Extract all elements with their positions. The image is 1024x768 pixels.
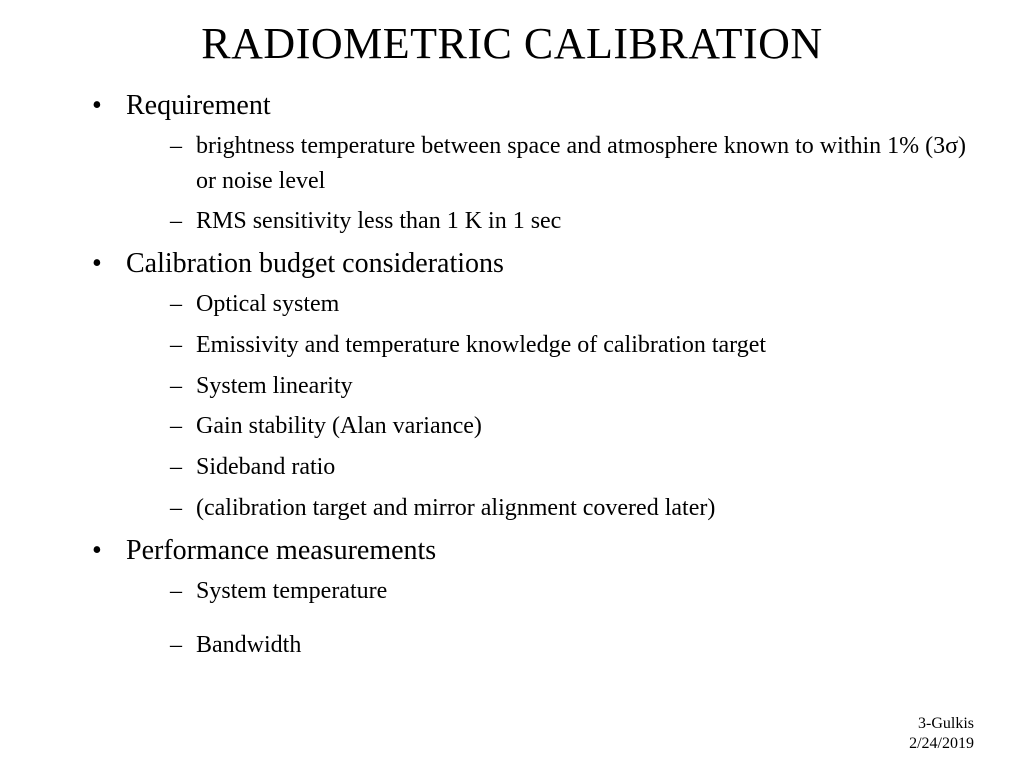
sub-item: Bandwidth [170, 628, 974, 663]
sub-item: Emissivity and temperature knowledge of … [170, 328, 974, 363]
bullet-label: Requirement [126, 90, 271, 121]
footer-author: 3-Gulkis [909, 714, 974, 734]
sub-item: System linearity [170, 369, 974, 404]
bullet-performance: Performance measurements System temperat… [92, 532, 974, 663]
sub-item: Optical system [170, 287, 974, 322]
bullet-list: Requirement brightness temperature betwe… [50, 87, 974, 663]
sub-item: brightness temperature between space and… [170, 129, 974, 199]
bullet-label: Performance measurements [126, 535, 436, 566]
slide-footer: 3-Gulkis 2/24/2019 [909, 714, 974, 754]
slide-title: RADIOMETRIC CALIBRATION [50, 18, 974, 69]
sub-list-requirement: brightness temperature between space and… [126, 129, 974, 239]
sub-item: Sideband ratio [170, 450, 974, 485]
sub-item: RMS sensitivity less than 1 K in 1 sec [170, 204, 974, 239]
bullet-label: Calibration budget considerations [126, 248, 504, 279]
slide: RADIOMETRIC CALIBRATION Requirement brig… [0, 0, 1024, 768]
sub-item: (calibration target and mirror alignment… [170, 491, 974, 526]
sub-item: System temperature [170, 574, 974, 609]
spacer [170, 614, 974, 628]
bullet-calibration-budget: Calibration budget considerations Optica… [92, 245, 974, 526]
sub-list-calibration: Optical system Emissivity and temperatur… [126, 287, 974, 526]
sub-item: Gain stability (Alan variance) [170, 409, 974, 444]
bullet-requirement: Requirement brightness temperature betwe… [92, 87, 974, 239]
sub-list-performance: System temperature Bandwidth [126, 574, 974, 664]
footer-date: 2/24/2019 [909, 734, 974, 754]
